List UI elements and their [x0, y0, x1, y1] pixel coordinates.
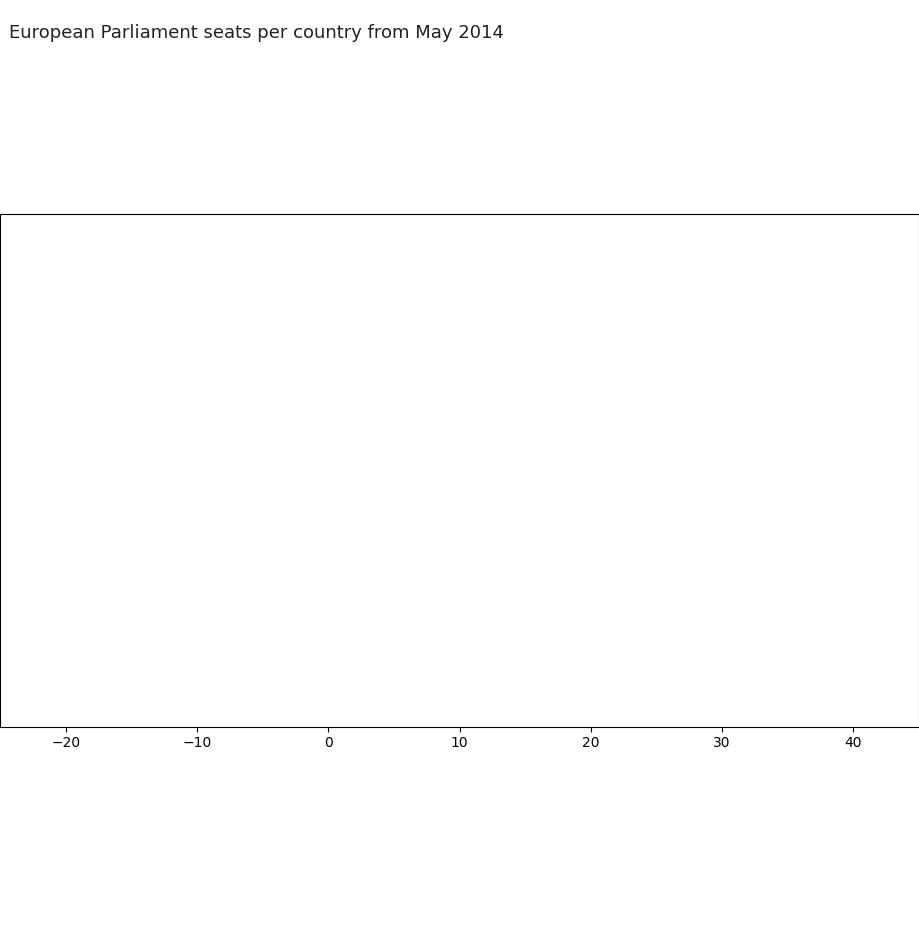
Text: European Parliament seats per country from May 2014: European Parliament seats per country fr…: [9, 24, 504, 41]
